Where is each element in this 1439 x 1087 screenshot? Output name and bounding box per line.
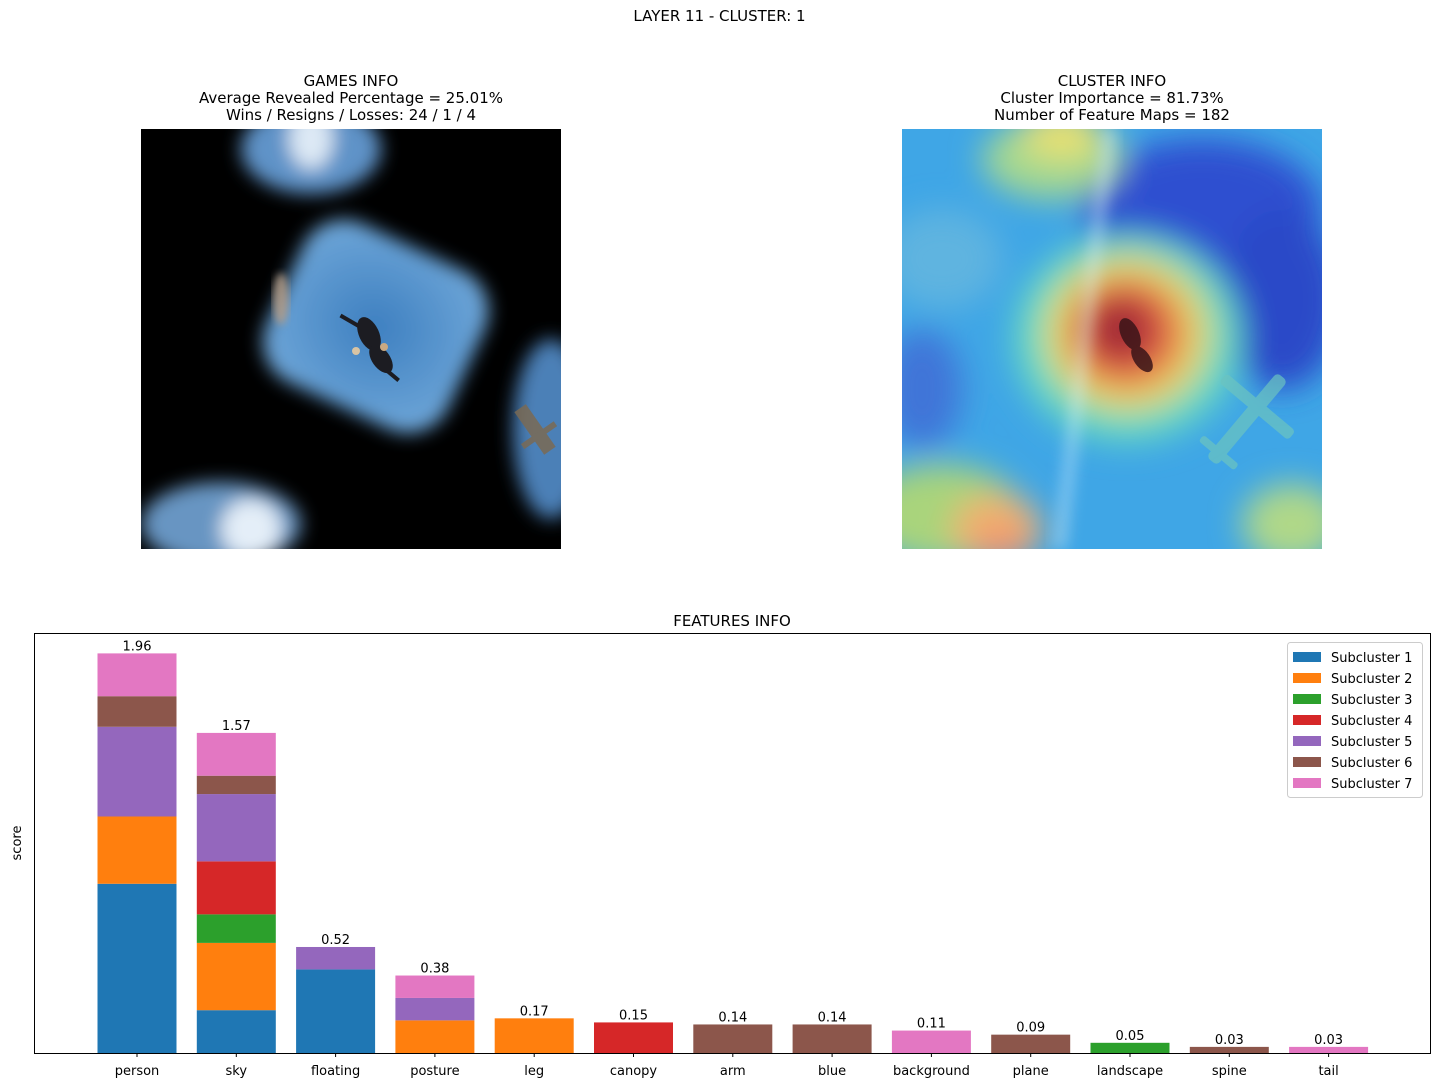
skydiver-figure	[339, 313, 400, 382]
bar-posture-subcluster-2	[395, 1020, 475, 1053]
legend-label-3: Subcluster 3	[1331, 693, 1412, 708]
bar-canopy-subcluster-4	[594, 1022, 673, 1053]
total-label-person: 1.96	[123, 639, 152, 654]
total-label-leg: 0.17	[520, 1004, 549, 1019]
bar-person-subcluster-6	[97, 696, 177, 727]
x-tick-label-posture: posture	[410, 1064, 459, 1079]
x-tick-label-blue: blue	[818, 1064, 846, 1079]
bar-floating-subcluster-5	[296, 946, 376, 970]
total-label-floating: 0.52	[321, 933, 350, 948]
total-label-sky: 1.57	[222, 719, 251, 734]
bar-sky-subcluster-6	[196, 775, 276, 795]
revealed-percentage-label: Average Revealed Percentage = 25.01%	[198, 89, 503, 107]
x-tick-label-sky: sky	[226, 1064, 248, 1079]
total-label-spine: 0.03	[1215, 1033, 1244, 1048]
total-label-background: 0.11	[917, 1017, 946, 1032]
legend-swatch-7	[1293, 778, 1321, 788]
masked-image	[141, 129, 561, 549]
total-label-plane: 0.09	[1016, 1021, 1045, 1036]
bar-sky-subcluster-1	[196, 1010, 276, 1053]
x-tick-label-tail: tail	[1318, 1064, 1338, 1079]
total-label-blue: 0.14	[818, 1010, 847, 1025]
total-label-arm: 0.14	[718, 1010, 747, 1025]
x-tick-label-person: person	[115, 1064, 160, 1079]
bar-person-subcluster-2	[97, 816, 177, 884]
bar-floating-subcluster-1	[296, 969, 376, 1053]
total-label-posture: 0.38	[420, 962, 449, 977]
legend-swatch-5	[1293, 736, 1321, 746]
games-info-title: GAMES INFO	[303, 72, 399, 90]
bar-sky-subcluster-2	[196, 942, 276, 1011]
figure-title: LAYER 11 - CLUSTER: 1	[633, 7, 806, 25]
bar-posture-subcluster-5	[395, 997, 475, 1021]
bar-sky-subcluster-3	[196, 914, 276, 943]
bar-tail-subcluster-7	[1289, 1046, 1369, 1053]
plane-shape	[1199, 374, 1294, 470]
legend-label-4: Subcluster 4	[1331, 714, 1412, 729]
wins-resigns-losses-label: Wins / Resigns / Losses: 24 / 1 / 4	[225, 106, 477, 124]
bar-arm-subcluster-6	[693, 1024, 773, 1053]
x-tick-label-canopy: canopy	[610, 1064, 658, 1079]
bar-person-subcluster-5	[97, 726, 177, 817]
x-tick-label-spine: spine	[1212, 1064, 1247, 1079]
bar-spine-subcluster-6	[1189, 1046, 1269, 1053]
legend-box	[1287, 642, 1423, 798]
feature-maps-label: Number of Feature Maps = 182	[994, 106, 1230, 124]
legend-label-6: Subcluster 6	[1331, 756, 1412, 771]
cluster-info-title: CLUSTER INFO	[1057, 72, 1167, 90]
y-axis-label: score	[10, 826, 25, 861]
x-tick-label-landscape: landscape	[1097, 1064, 1163, 1079]
x-tick-label-floating: floating	[311, 1064, 360, 1079]
legend-swatch-2	[1293, 673, 1321, 683]
cluster-info-header: CLUSTER INFO Cluster Importance = 81.73%…	[902, 73, 1322, 124]
bar-landscape-subcluster-3	[1090, 1042, 1170, 1053]
bar-plane-subcluster-6	[991, 1034, 1071, 1053]
x-tick-label-plane: plane	[1013, 1064, 1049, 1079]
bar-posture-subcluster-7	[395, 975, 475, 998]
bar-leg-subcluster-2	[494, 1018, 574, 1053]
legend-label-7: Subcluster 7	[1331, 777, 1412, 792]
x-tick-label-background: background	[893, 1064, 970, 1079]
bar-background-subcluster-7	[891, 1030, 971, 1053]
legend-label-5: Subcluster 5	[1331, 735, 1412, 750]
x-tick-label-arm: arm	[720, 1064, 746, 1079]
skydiver-figure	[1119, 318, 1153, 373]
legend-swatch-4	[1293, 715, 1321, 725]
bar-blue-subcluster-6	[792, 1024, 872, 1053]
games-info-header: GAMES INFO Average Revealed Percentage =…	[141, 73, 561, 124]
bar-sky-subcluster-5	[196, 794, 276, 862]
legend-swatch-3	[1293, 694, 1321, 704]
total-label-tail: 0.03	[1314, 1033, 1343, 1048]
bar-sky-subcluster-7	[196, 732, 276, 776]
legend-label-1: Subcluster 1	[1331, 651, 1412, 666]
cluster-importance-label: Cluster Importance = 81.73%	[1000, 89, 1224, 107]
bar-person-subcluster-7	[97, 653, 177, 697]
chart-title: FEATURES INFO	[673, 612, 791, 630]
legend-swatch-1	[1293, 652, 1321, 662]
x-tick-label-leg: leg	[524, 1064, 544, 1079]
total-label-landscape: 0.05	[1116, 1029, 1145, 1044]
bar-sky-subcluster-4	[196, 861, 276, 915]
legend-swatch-6	[1293, 757, 1321, 767]
legend-label-2: Subcluster 2	[1331, 672, 1412, 687]
heatmap-image	[902, 129, 1322, 549]
bar-person-subcluster-1	[97, 883, 177, 1053]
total-label-canopy: 0.15	[619, 1008, 648, 1023]
